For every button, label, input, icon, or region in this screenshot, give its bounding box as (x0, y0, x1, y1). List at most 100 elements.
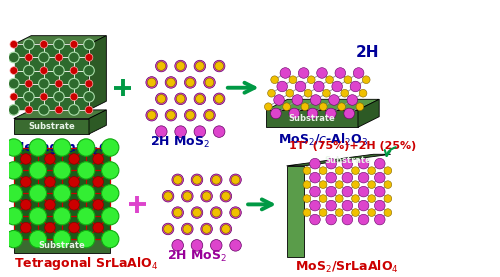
Circle shape (310, 186, 320, 197)
Circle shape (292, 95, 302, 105)
Circle shape (29, 185, 46, 202)
Circle shape (201, 190, 212, 202)
Circle shape (20, 176, 31, 187)
Circle shape (326, 108, 336, 119)
Text: 2H: 2H (356, 45, 379, 60)
Circle shape (156, 126, 167, 137)
Circle shape (175, 60, 186, 72)
Circle shape (374, 214, 385, 225)
Text: $\it{c}$-Al$_2$O$_3$: $\it{c}$-Al$_2$O$_3$ (66, 141, 116, 157)
Circle shape (29, 162, 46, 179)
Circle shape (230, 207, 241, 218)
Circle shape (326, 76, 334, 84)
Circle shape (38, 78, 49, 89)
Circle shape (374, 200, 385, 211)
Circle shape (344, 76, 352, 84)
Circle shape (93, 154, 104, 164)
Circle shape (310, 172, 320, 183)
Circle shape (156, 93, 167, 105)
Circle shape (336, 209, 343, 216)
Circle shape (156, 60, 167, 72)
Circle shape (319, 195, 327, 202)
Circle shape (29, 207, 46, 225)
Circle shape (310, 158, 320, 169)
Circle shape (335, 68, 345, 78)
Circle shape (102, 207, 119, 225)
Circle shape (202, 225, 211, 233)
Circle shape (303, 167, 310, 175)
Circle shape (5, 139, 22, 156)
Circle shape (304, 89, 312, 97)
Polygon shape (358, 99, 379, 127)
Circle shape (25, 80, 32, 88)
Circle shape (70, 40, 78, 48)
Circle shape (102, 185, 119, 202)
Circle shape (336, 167, 343, 175)
Circle shape (184, 109, 196, 121)
Circle shape (5, 185, 22, 202)
Circle shape (347, 95, 358, 105)
Circle shape (191, 207, 203, 218)
Circle shape (10, 93, 18, 101)
Circle shape (210, 174, 222, 186)
Circle shape (172, 207, 184, 218)
Circle shape (25, 54, 32, 61)
Circle shape (326, 214, 336, 225)
Circle shape (214, 60, 225, 72)
Circle shape (326, 172, 336, 183)
Circle shape (202, 192, 211, 201)
Circle shape (183, 225, 192, 233)
Circle shape (319, 209, 327, 216)
Text: 2H MoS$_2$: 2H MoS$_2$ (150, 135, 210, 150)
Polygon shape (14, 110, 106, 119)
Circle shape (222, 225, 230, 233)
Circle shape (359, 89, 367, 97)
Circle shape (341, 89, 348, 97)
Circle shape (68, 154, 80, 164)
Circle shape (368, 209, 376, 216)
Circle shape (93, 176, 104, 187)
Circle shape (316, 68, 328, 78)
Circle shape (78, 207, 95, 225)
Text: MoS$_2$/SrLaAlO$_4$: MoS$_2$/SrLaAlO$_4$ (296, 259, 400, 275)
Circle shape (174, 175, 182, 184)
Circle shape (54, 230, 70, 248)
Circle shape (191, 240, 203, 251)
Text: Hexagonal: Hexagonal (14, 141, 92, 154)
Circle shape (146, 109, 158, 121)
Circle shape (384, 195, 392, 202)
Circle shape (68, 78, 80, 89)
Circle shape (322, 89, 330, 97)
Circle shape (204, 77, 216, 88)
Circle shape (303, 181, 310, 188)
Circle shape (176, 62, 185, 70)
Circle shape (44, 154, 55, 164)
Circle shape (342, 158, 352, 169)
Circle shape (231, 175, 240, 184)
Circle shape (55, 54, 63, 61)
Circle shape (368, 195, 376, 202)
Circle shape (102, 139, 119, 156)
Circle shape (164, 225, 172, 233)
Circle shape (354, 68, 364, 78)
Circle shape (54, 139, 70, 156)
Circle shape (157, 62, 166, 70)
Circle shape (10, 40, 18, 48)
Circle shape (176, 94, 185, 103)
Circle shape (84, 65, 94, 76)
Circle shape (214, 126, 225, 137)
Circle shape (326, 200, 336, 211)
Circle shape (268, 89, 276, 97)
Circle shape (222, 192, 230, 201)
Circle shape (24, 39, 34, 50)
Circle shape (78, 185, 95, 202)
Circle shape (384, 181, 392, 188)
Circle shape (68, 222, 80, 233)
Circle shape (204, 109, 216, 121)
Circle shape (68, 105, 80, 115)
Circle shape (157, 94, 166, 103)
Circle shape (314, 81, 324, 92)
Circle shape (194, 126, 205, 137)
Circle shape (54, 65, 64, 76)
Circle shape (165, 109, 176, 121)
